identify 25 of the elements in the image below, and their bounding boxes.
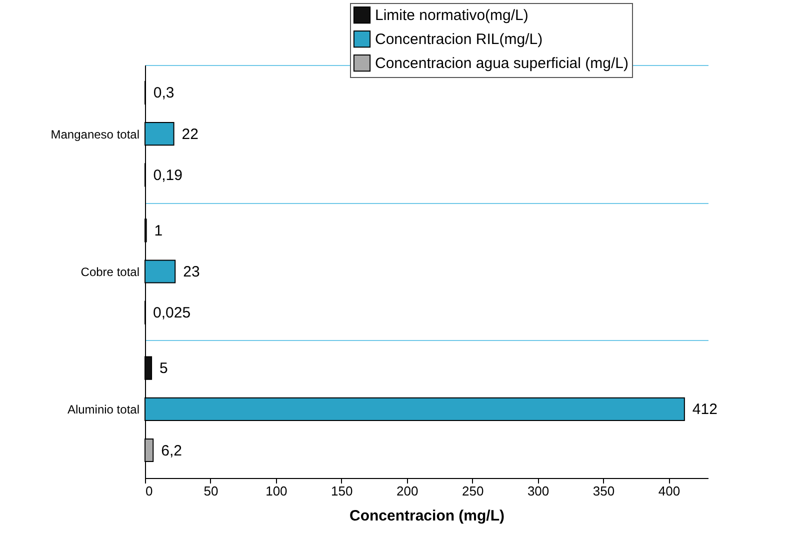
x-tick-label: 250	[462, 484, 484, 498]
data-label: 6,2	[161, 442, 182, 460]
y-tick-label: Cobre total	[80, 265, 140, 279]
x-tick-label: 200	[396, 484, 418, 498]
x-tick-label: 0	[146, 484, 153, 498]
x-tick-label: 350	[592, 484, 615, 498]
data-label: 0,3	[153, 84, 174, 102]
x-tick-label: 300	[527, 484, 550, 498]
legend-label: Limite normativo(mg/L)	[375, 7, 528, 24]
data-label: 23	[183, 264, 200, 280]
x-tick-label: 50	[204, 484, 218, 498]
data-label: 0,19	[153, 166, 182, 184]
legend-label: Concentracion agua superficial (mg/L)	[375, 55, 628, 72]
data-label: 22	[182, 126, 198, 143]
data-label: 1	[154, 222, 163, 240]
data-label: 0,025	[153, 304, 191, 322]
x-tick-label: 400	[658, 484, 680, 498]
y-tick-label: Manganeso total	[50, 127, 140, 142]
legend-label: Concentracion RIL(mg/L)	[375, 31, 543, 48]
x-tick-label: 150	[331, 484, 353, 498]
data-label: 412	[692, 401, 718, 418]
data-label: 5	[160, 360, 168, 378]
x-axis-title: Concentracion (mg/L)	[349, 508, 505, 524]
x-tick-label: 100	[266, 484, 288, 498]
y-tick-label: Aluminio total	[67, 402, 140, 417]
